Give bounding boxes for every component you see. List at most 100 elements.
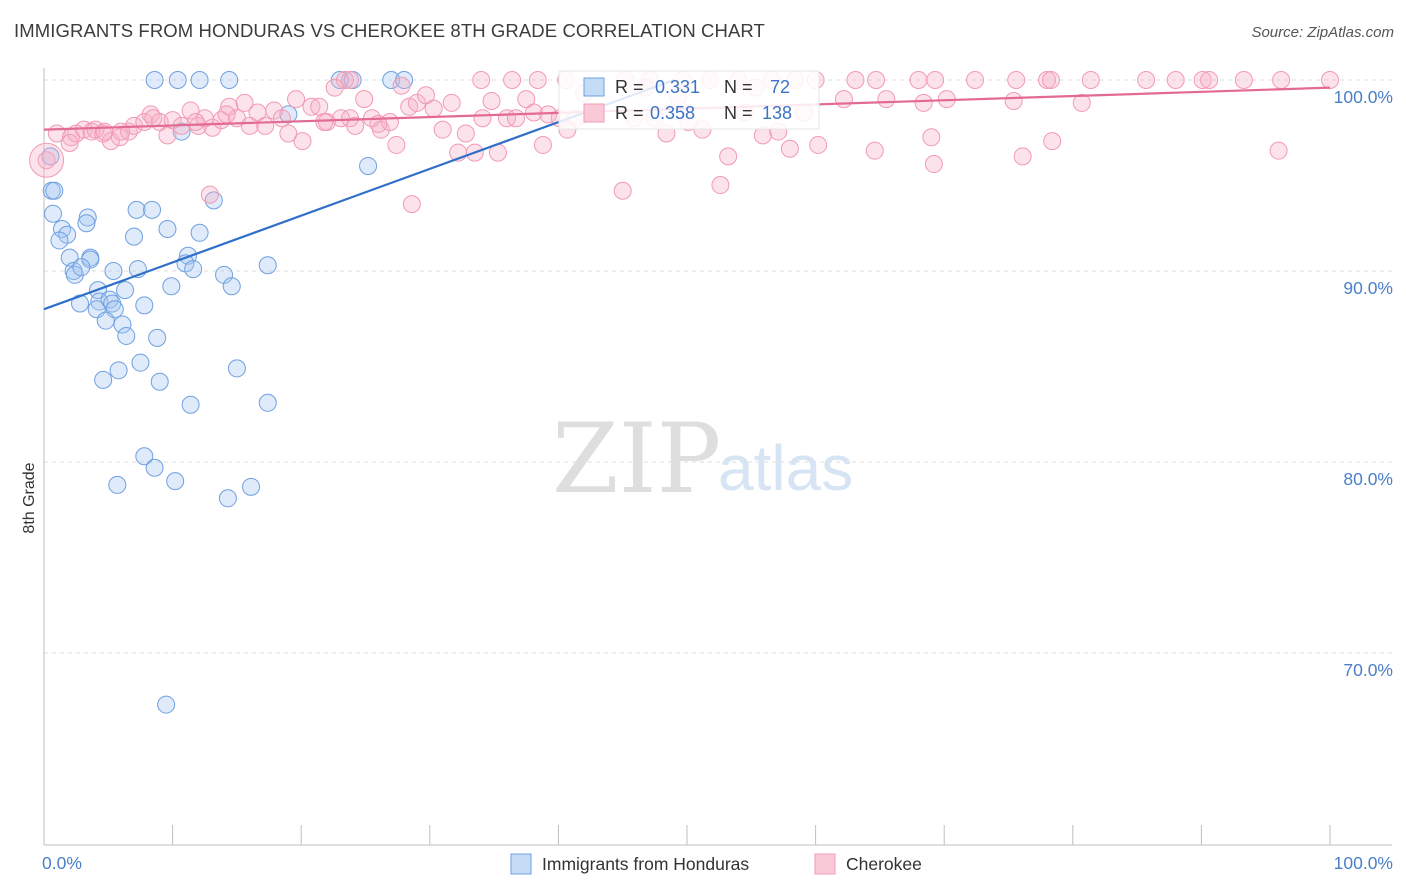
point-cherokee: [834, 90, 853, 109]
point-cherokee: [279, 124, 298, 143]
point-honduras: [168, 71, 187, 89]
point-cherokee: [1193, 71, 1212, 89]
stats-swatch-cherokee: [583, 103, 605, 123]
legend-label-honduras: Immigrants from Honduras: [542, 854, 749, 874]
point-cherokee: [533, 135, 552, 154]
legend-label-cherokee: Cherokee: [846, 854, 922, 874]
point-honduras: [135, 447, 154, 466]
point-honduras: [148, 328, 167, 347]
point-cherokee: [392, 76, 411, 95]
point-cherokee: [1038, 71, 1057, 89]
point-cherokee: [867, 71, 886, 89]
point-honduras: [116, 281, 135, 300]
point-honduras: [131, 353, 150, 372]
point-cherokee: [1272, 71, 1291, 89]
watermark: ZIP atlas: [552, 403, 853, 515]
point-cherokee: [506, 109, 525, 128]
point-cherokee: [528, 71, 547, 89]
point-honduras: [72, 258, 91, 277]
point-cherokee: [402, 195, 421, 214]
data-points: [29, 71, 1339, 714]
point-cherokee: [315, 113, 334, 132]
point-cherokee: [335, 71, 354, 89]
point-honduras: [96, 311, 115, 330]
point-cherokee: [909, 71, 928, 89]
point-honduras: [166, 472, 185, 491]
point-cherokee: [95, 122, 114, 141]
legend-swatch-cherokee: [814, 853, 836, 875]
point-cherokee: [1043, 132, 1062, 151]
point-honduras: [150, 372, 169, 391]
point-cherokee: [325, 78, 344, 97]
point-honduras: [162, 277, 181, 296]
point-honduras: [125, 227, 144, 246]
point-cherokee: [517, 90, 536, 109]
point-cherokee: [503, 71, 522, 89]
point-cherokee: [293, 132, 312, 151]
x-tick-label: 100.0%: [1334, 853, 1393, 873]
y-axis-label: 8th Grade: [21, 462, 38, 533]
point-cherokee: [846, 71, 865, 89]
point-cherokee: [922, 128, 941, 147]
point-cherokee: [877, 90, 896, 109]
point-cherokee: [719, 147, 738, 166]
point-honduras: [108, 475, 127, 494]
y-tick-label: 80.0%: [1343, 469, 1393, 489]
point-cherokee: [1269, 141, 1288, 160]
point-cherokee: [865, 141, 884, 160]
stats-r-label-cherokee: R =: [615, 103, 644, 123]
point-honduras: [81, 250, 100, 269]
stats-n-honduras: 72: [770, 77, 790, 97]
point-honduras: [135, 296, 154, 315]
point-cherokee: [780, 139, 799, 158]
point-cherokee: [112, 122, 131, 141]
y-tick-label: 100.0%: [1334, 87, 1393, 107]
point-honduras: [143, 200, 162, 219]
point-cherokee: [346, 116, 365, 135]
y-tick-label: 70.0%: [1343, 660, 1393, 680]
point-honduras: [184, 260, 203, 279]
point-cherokee: [1072, 93, 1091, 112]
point-honduras: [181, 395, 200, 414]
point-honduras: [220, 71, 239, 89]
legend-swatch-honduras: [510, 853, 532, 875]
point-cherokee: [456, 124, 475, 143]
point-cherokee: [387, 135, 406, 154]
point-cherokee: [424, 99, 443, 118]
point-cherokee: [442, 93, 461, 112]
point-cherokee: [1234, 71, 1253, 89]
point-honduras: [158, 219, 177, 238]
point-cherokee: [37, 151, 56, 170]
point-cherokee: [302, 97, 321, 116]
stats-r-honduras: 0.331: [655, 77, 700, 97]
point-cherokee: [310, 97, 329, 116]
point-cherokee: [1166, 71, 1185, 89]
chart-title: IMMIGRANTS FROM HONDURAS VS CHEROKEE 8TH…: [14, 20, 765, 41]
point-cherokee: [217, 105, 236, 124]
point-cherokee: [332, 109, 351, 128]
point-cherokee: [181, 101, 200, 120]
point-honduras: [104, 262, 123, 280]
point-cherokee: [1081, 71, 1100, 89]
point-cherokee: [200, 185, 219, 204]
point-cherokee: [914, 93, 933, 112]
point-cherokee: [1321, 71, 1339, 89]
point-cherokee: [482, 92, 501, 111]
stats-n-cherokee: 138: [762, 103, 792, 123]
point-honduras: [109, 361, 128, 380]
point-honduras: [45, 181, 64, 200]
point-cherokee: [613, 181, 632, 200]
point-honduras: [145, 71, 164, 89]
stats-n-label-cherokee: N =: [724, 103, 753, 123]
point-cherokee: [1013, 147, 1032, 166]
point-cherokee: [144, 109, 163, 128]
point-cherokee: [473, 109, 492, 128]
point-honduras: [190, 71, 209, 89]
point-honduras: [258, 393, 277, 412]
point-cherokee: [433, 120, 452, 139]
point-cherokee: [1137, 71, 1156, 89]
axes: [43, 68, 1392, 846]
point-cherokee: [407, 93, 426, 112]
point-honduras: [77, 214, 96, 233]
stats-n-label-honduras: N =: [724, 77, 753, 97]
